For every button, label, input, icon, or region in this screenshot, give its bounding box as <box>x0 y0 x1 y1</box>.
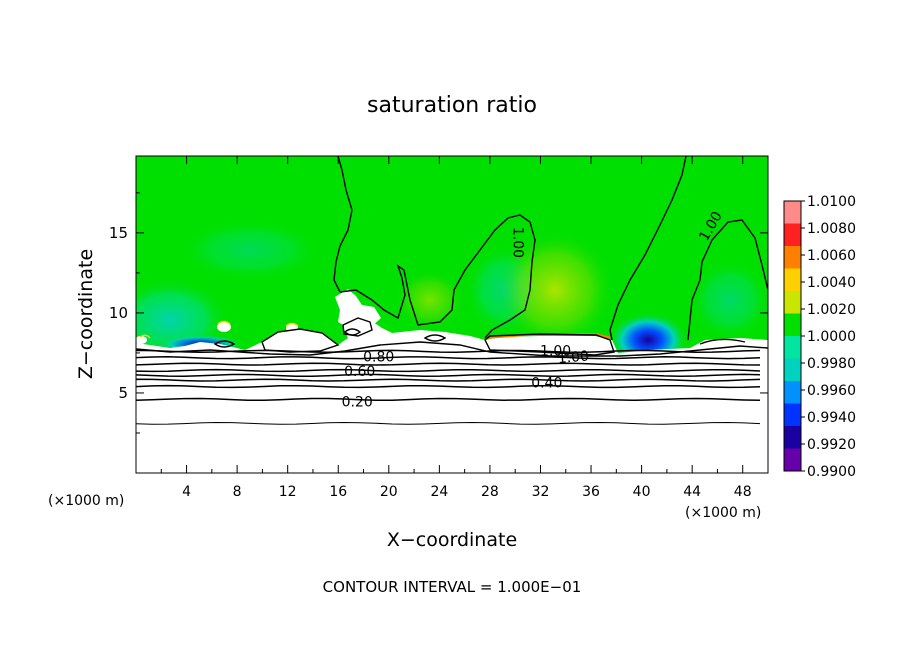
colorbar: 1.0100 1.0080 1.0060 1.0040 1.0020 1.0000 0.99… <box>783 194 856 480</box>
contour-line-1.00 <box>333 156 353 293</box>
supersaturated-rim <box>139 320 299 339</box>
colorbar-swatch <box>784 223 801 246</box>
plot-frame <box>135 155 769 474</box>
x-axis-label: X−coordinate <box>387 529 517 551</box>
colorbar-tick-label: 1.0020 <box>807 302 856 318</box>
contour-line-0.20 <box>136 397 761 402</box>
y-tick-label: 15 <box>109 224 128 242</box>
colorbar-tick-label: 0.9940 <box>807 410 856 426</box>
colorbar-swatch <box>784 448 801 471</box>
contour-lines <box>136 156 768 357</box>
x-tick-label: 16 <box>329 484 347 500</box>
contour-interval-label: CONTOUR INTERVAL = 1.000E−01 <box>323 578 582 596</box>
colorbar-tick-label: 1.0080 <box>807 221 856 237</box>
contour-label: 0.20 <box>342 395 373 411</box>
subsaturated-patch <box>335 289 381 330</box>
x-tick-label: 36 <box>582 484 600 500</box>
contour-line-0.40 <box>136 378 761 382</box>
colorbar-swatch <box>784 291 801 314</box>
contour-line-0.90 <box>342 317 373 337</box>
colorbar-swatch <box>784 358 801 381</box>
x-tick-label: 28 <box>481 484 499 500</box>
x-tick-label: 8 <box>233 484 242 500</box>
y-tick-label: 5 <box>118 384 128 402</box>
colorbar-swatch <box>784 201 801 224</box>
field-cyan-anomaly <box>180 220 320 280</box>
x-tick-label: 20 <box>380 484 398 500</box>
contour-line-1.00 <box>609 156 687 341</box>
x-tick-label: 12 <box>279 484 297 500</box>
y-axis-ticks: 5 10 15 <box>109 192 768 434</box>
field-yellow-anomaly <box>495 230 615 350</box>
colorbar-swatch <box>784 246 801 269</box>
chart-title: saturation ratio <box>367 93 537 118</box>
colorbar-swatch <box>784 268 801 291</box>
contour-line-1.00 <box>484 333 615 356</box>
colorbar-tick-label: 0.9920 <box>807 437 856 453</box>
contour-line-1.00 <box>261 328 340 353</box>
y-tick-label: 10 <box>109 304 128 322</box>
contour-line-0.60 <box>136 368 761 373</box>
x-unit-label-right: (×1000 m) <box>685 505 761 521</box>
colorbar-tick-label: 0.9900 <box>807 464 856 480</box>
contour-line-1.00 <box>339 214 536 339</box>
contour-label: 1.00 <box>510 227 526 258</box>
x-tick-label: 48 <box>734 484 752 500</box>
colorbar-swatch <box>784 403 801 426</box>
colorbar-swatch <box>784 426 801 449</box>
contour-label: 1.00 <box>540 343 571 359</box>
colorbar-tick-label: 1.0060 <box>807 248 856 264</box>
x-tick-label: 44 <box>683 484 701 500</box>
colorbar-tick-label: 1.0000 <box>807 329 856 345</box>
contour-line-0.90 <box>213 328 746 348</box>
contour-line-0.10 <box>136 421 761 425</box>
x-tick-label: 32 <box>532 484 550 500</box>
colorbar-tick-label: 0.9960 <box>807 383 856 399</box>
x-tick-label: 40 <box>633 484 651 500</box>
contour-line-0.50 <box>136 373 761 377</box>
field-cyan-anomaly <box>690 260 768 340</box>
x-tick-label: 4 <box>182 484 191 500</box>
contour-line-1.00 <box>687 219 768 341</box>
colorbar-swatch <box>784 336 801 359</box>
contour-label: 0.60 <box>344 364 375 380</box>
y-axis-label: Z−coordinate <box>75 249 97 379</box>
colorbar-tick-label: 1.0040 <box>807 275 856 291</box>
contour-label: 0.80 <box>363 350 394 366</box>
contour-line-0.90 <box>136 341 768 357</box>
colorbar-swatch <box>784 313 801 336</box>
contour-line-0.30 <box>136 384 761 389</box>
x-unit-label-left: (×1000 m) <box>48 493 124 509</box>
x-tick-label: 24 <box>430 484 448 500</box>
colorbar-tick-label: 1.0100 <box>807 194 856 210</box>
colorbar-tick-label: 0.9980 <box>807 356 856 372</box>
subsaturated-patch <box>217 322 231 332</box>
subsaturated-patch <box>136 336 147 344</box>
contour-line-0.70 <box>136 362 761 366</box>
contour-label: 1.00 <box>557 348 589 367</box>
plot-area: 1.00 1.001.001.000.800.600.400.20 <box>136 156 768 473</box>
colorbar-swatch <box>784 381 801 404</box>
x-axis-ticks: 4 8 12 16 20 24 28 32 36 40 44 48 <box>160 156 752 500</box>
contour-line-0.80 <box>136 356 761 360</box>
contour-label: 0.40 <box>531 375 562 391</box>
